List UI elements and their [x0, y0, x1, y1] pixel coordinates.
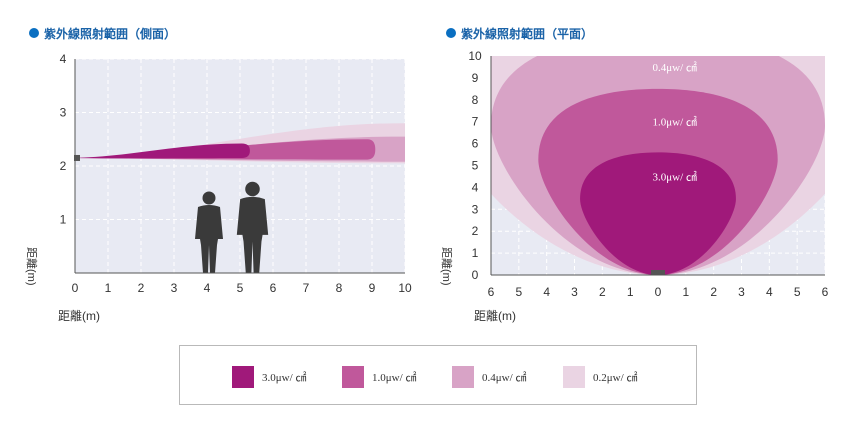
plan-y-axis-label: 距離(m) [440, 247, 454, 286]
x-tick-label: 3 [571, 285, 578, 299]
x-tick-label: 4 [766, 285, 773, 299]
legend-label: 3.0μw/ ㎠ [262, 372, 307, 384]
x-tick-label: 5 [237, 281, 244, 295]
plan-series-group [491, 56, 825, 275]
plan-x-tick-labels: 6 5 4 3 2 1 0 1 2 3 4 5 6 [488, 285, 829, 299]
legend-label: 1.0μw/ ㎠ [372, 372, 417, 384]
y-tick-label: 1 [60, 213, 67, 227]
y-tick-label: 0 [472, 268, 479, 282]
legend-item: 3.0μw/ ㎠ [232, 366, 306, 388]
y-tick-label: 5 [472, 159, 479, 173]
person-body [236, 196, 269, 273]
person-silhouette-icon [236, 181, 269, 273]
x-tick-label: 1 [682, 285, 689, 299]
uv-source-marker [74, 154, 80, 161]
legend: 3.0μw/ ㎠ 1.0μw/ ㎠ 0.4μw/ ㎠ 0.2μw/ ㎠ [179, 345, 697, 405]
x-tick-label: 4 [204, 281, 211, 295]
x-tick-label: 3 [738, 285, 745, 299]
y-tick-label: 3 [472, 202, 479, 216]
x-tick-label: 5 [794, 285, 801, 299]
plan-y-tick-labels: 0 1 2 3 4 5 6 7 8 9 10 [468, 49, 482, 282]
person-body [195, 205, 223, 273]
x-tick-label: 8 [336, 281, 343, 295]
side-beam-3-0 [75, 143, 250, 159]
legend-item: 0.4μw/ ㎠ [452, 366, 526, 388]
uv-source-marker [651, 270, 665, 275]
plan-chart-title: 紫外線照射範囲（平面） [461, 26, 593, 41]
x-tick-label: 0 [655, 285, 662, 299]
side-people-group [195, 181, 269, 273]
x-tick-label: 6 [270, 281, 277, 295]
x-tick-label: 6 [488, 285, 495, 299]
legend-swatch [563, 366, 585, 388]
y-tick-label: 9 [472, 71, 479, 85]
side-chart-title: 紫外線照射範囲（側面） [44, 26, 176, 41]
x-tick-label: 6 [822, 285, 829, 299]
side-y-axis-label: 距離(m) [25, 247, 39, 286]
y-tick-label: 3 [60, 106, 67, 120]
x-tick-label: 0 [72, 281, 79, 295]
side-series-group [74, 123, 405, 164]
y-tick-label: 4 [60, 52, 67, 66]
legend-swatch [342, 366, 364, 388]
x-tick-label: 1 [105, 281, 112, 295]
y-tick-label: 10 [468, 49, 482, 63]
plan-zone-label: 3.0μw/ ㎠ [652, 170, 696, 183]
x-tick-label: 3 [171, 281, 178, 295]
x-tick-label: 1 [627, 285, 634, 299]
plan-view-chart: 紫外線照射範囲（平面） 0.4μw/ ㎠ 1.0μw/ ㎠ 3.0μw/ ㎠ 6 5 4… [440, 26, 829, 323]
y-tick-label: 7 [472, 115, 479, 129]
side-axes [74, 59, 405, 274]
x-tick-label: 7 [303, 281, 310, 295]
x-tick-label: 9 [369, 281, 376, 295]
title-bullet-icon [29, 28, 39, 38]
x-tick-label: 2 [138, 281, 145, 295]
y-tick-label: 6 [472, 137, 479, 151]
plan-zone-label: 0.4μw/ ㎠ [652, 61, 696, 74]
legend-item: 0.2μw/ ㎠ [563, 366, 637, 388]
person-head [202, 191, 216, 205]
plan-axes [490, 56, 825, 276]
y-tick-label: 1 [472, 246, 479, 260]
side-y-tick-labels: 1 2 3 4 [60, 52, 67, 227]
legend-label: 0.2μw/ ㎠ [593, 372, 638, 384]
plan-zone-label: 1.0μw/ ㎠ [652, 116, 696, 129]
side-x-axis-label: 距離(m) [58, 309, 100, 323]
legend-swatch [232, 366, 254, 388]
y-tick-label: 2 [60, 159, 67, 173]
plan-annotations: 0.4μw/ ㎠ 1.0μw/ ㎠ 3.0μw/ ㎠ [652, 61, 696, 184]
y-tick-label: 4 [472, 180, 479, 194]
plan-x-axis-label: 距離(m) [474, 309, 516, 323]
person-head [245, 181, 260, 197]
x-tick-label: 2 [599, 285, 606, 299]
x-tick-label: 10 [398, 281, 412, 295]
side-x-tick-labels: 0 1 2 3 4 5 6 7 8 9 10 [72, 281, 412, 295]
y-tick-label: 2 [472, 224, 479, 238]
x-tick-label: 4 [543, 285, 550, 299]
legend-item: 1.0μw/ ㎠ [342, 366, 416, 388]
plan-zone-3-0 [580, 152, 736, 275]
x-tick-label: 2 [710, 285, 717, 299]
x-tick-label: 5 [515, 285, 522, 299]
side-view-chart: 紫外線照射範囲（側面） 0 1 2 3 4 5 6 7 8 9 10 1 2 3 4 距離(m) 距離(m… [25, 26, 412, 323]
title-bullet-icon [446, 28, 456, 38]
legend-swatch [452, 366, 474, 388]
y-tick-label: 8 [472, 93, 479, 107]
person-silhouette-icon [195, 191, 223, 273]
legend-label: 0.4μw/ ㎠ [482, 372, 527, 384]
